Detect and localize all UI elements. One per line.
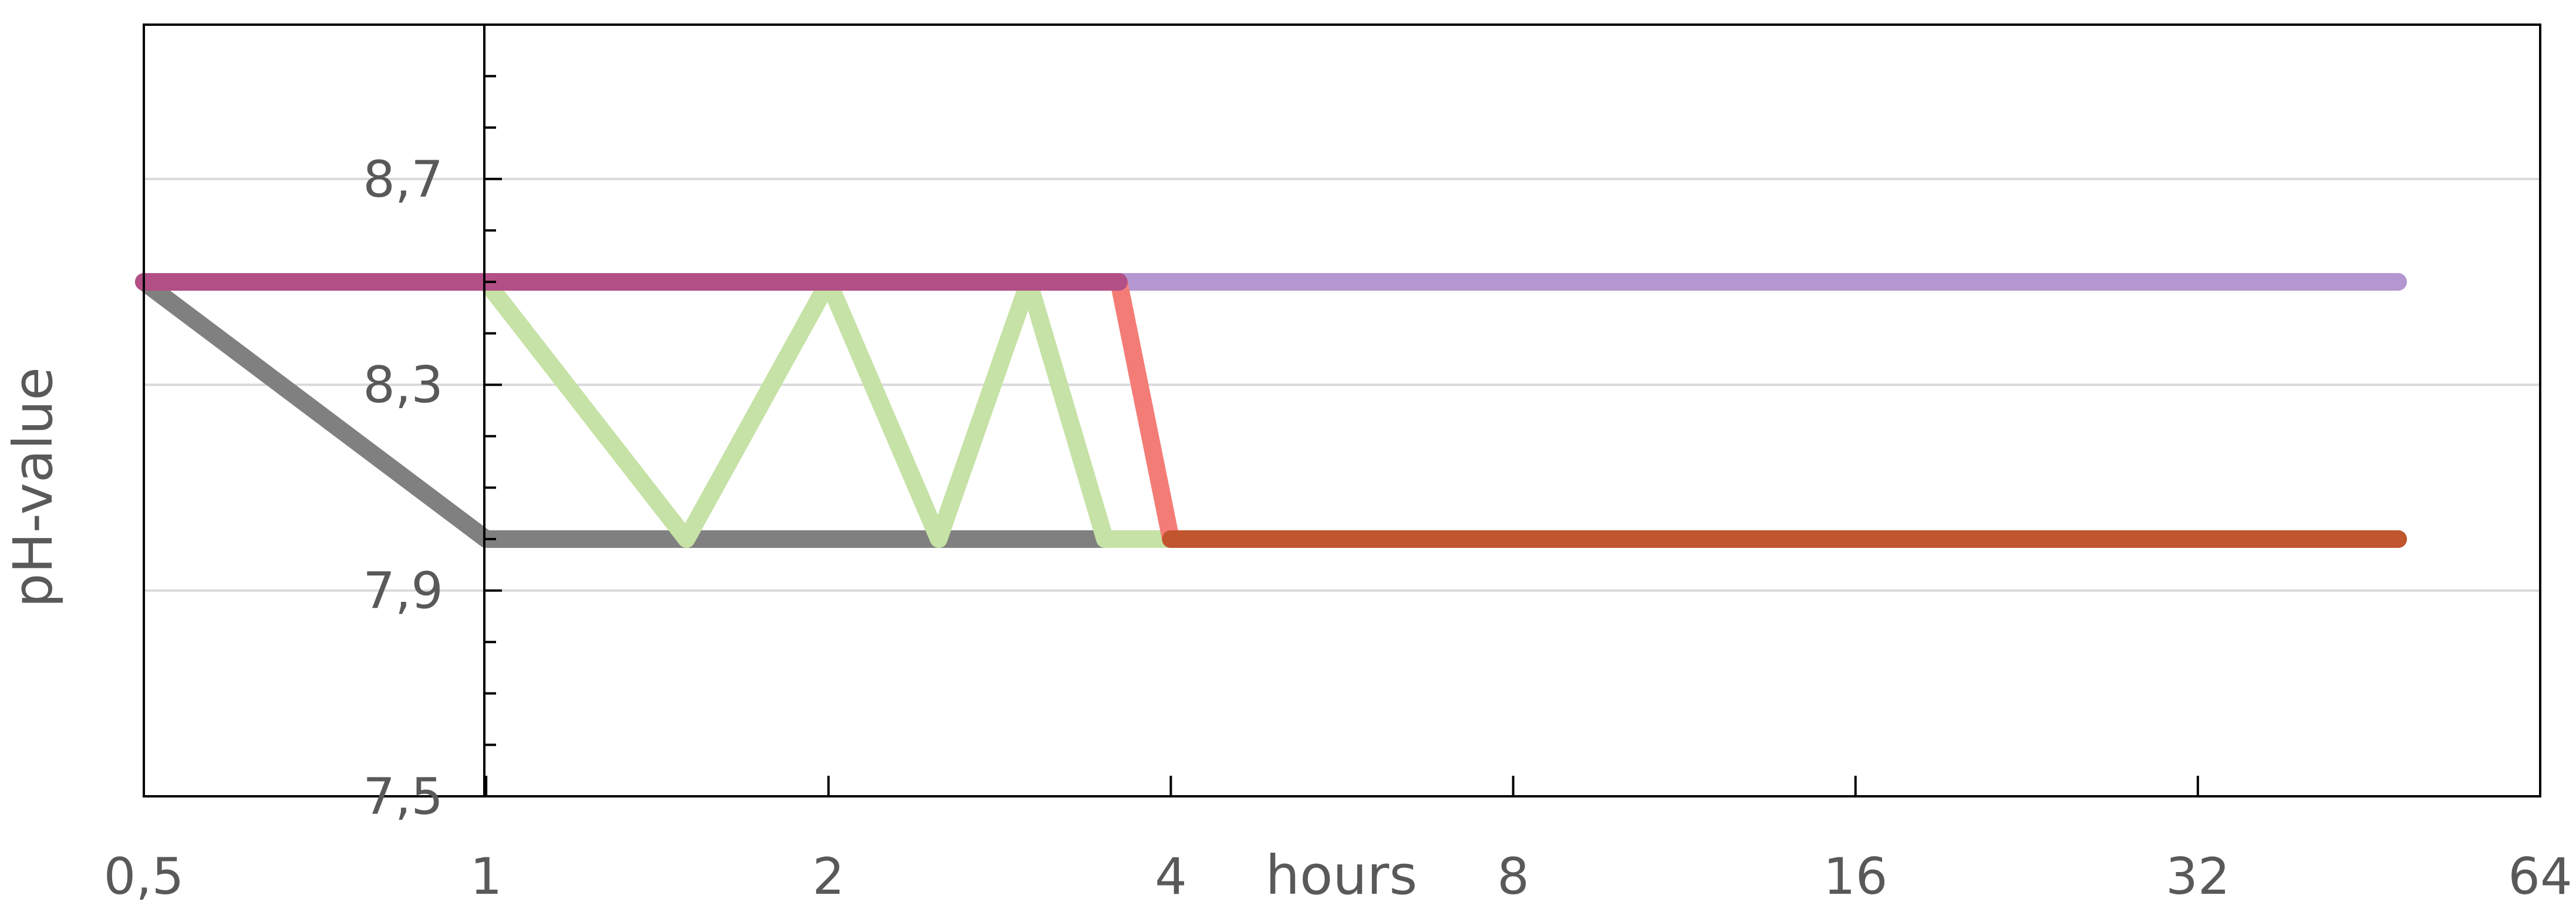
x-tick-label: 0,5 (104, 847, 184, 906)
x-tick-label: 8 (1497, 847, 1529, 906)
x-tick-label: 32 (2166, 847, 2230, 906)
grid-lines (144, 177, 2540, 592)
y-tick-label: 8,7 (363, 150, 443, 209)
axes (143, 23, 2541, 797)
x-tick-label: 1 (470, 847, 503, 906)
y-tick-label: 7,9 (363, 562, 443, 621)
x-tick-label: 64 (2508, 847, 2572, 906)
series-line (135, 273, 2407, 548)
x-tick-label: 2 (812, 847, 845, 906)
x-tick-label: 16 (1823, 847, 1887, 906)
series-lines (135, 273, 2407, 548)
x-tick-label: 4 (1155, 847, 1187, 906)
y-tick-label: 8,3 (363, 356, 443, 415)
tick-labels: 0,5 1 2 4 8 16 32 64 7,5 7,9 8,3 8,7 (104, 150, 2572, 906)
x-axis-title: hours (1266, 844, 1418, 907)
plot-frame (143, 23, 2541, 797)
y-tick-label: 7,5 (363, 768, 443, 826)
series-line (135, 273, 1180, 548)
y-axis-title: pH-value (2, 367, 65, 608)
series-line (135, 273, 2407, 548)
